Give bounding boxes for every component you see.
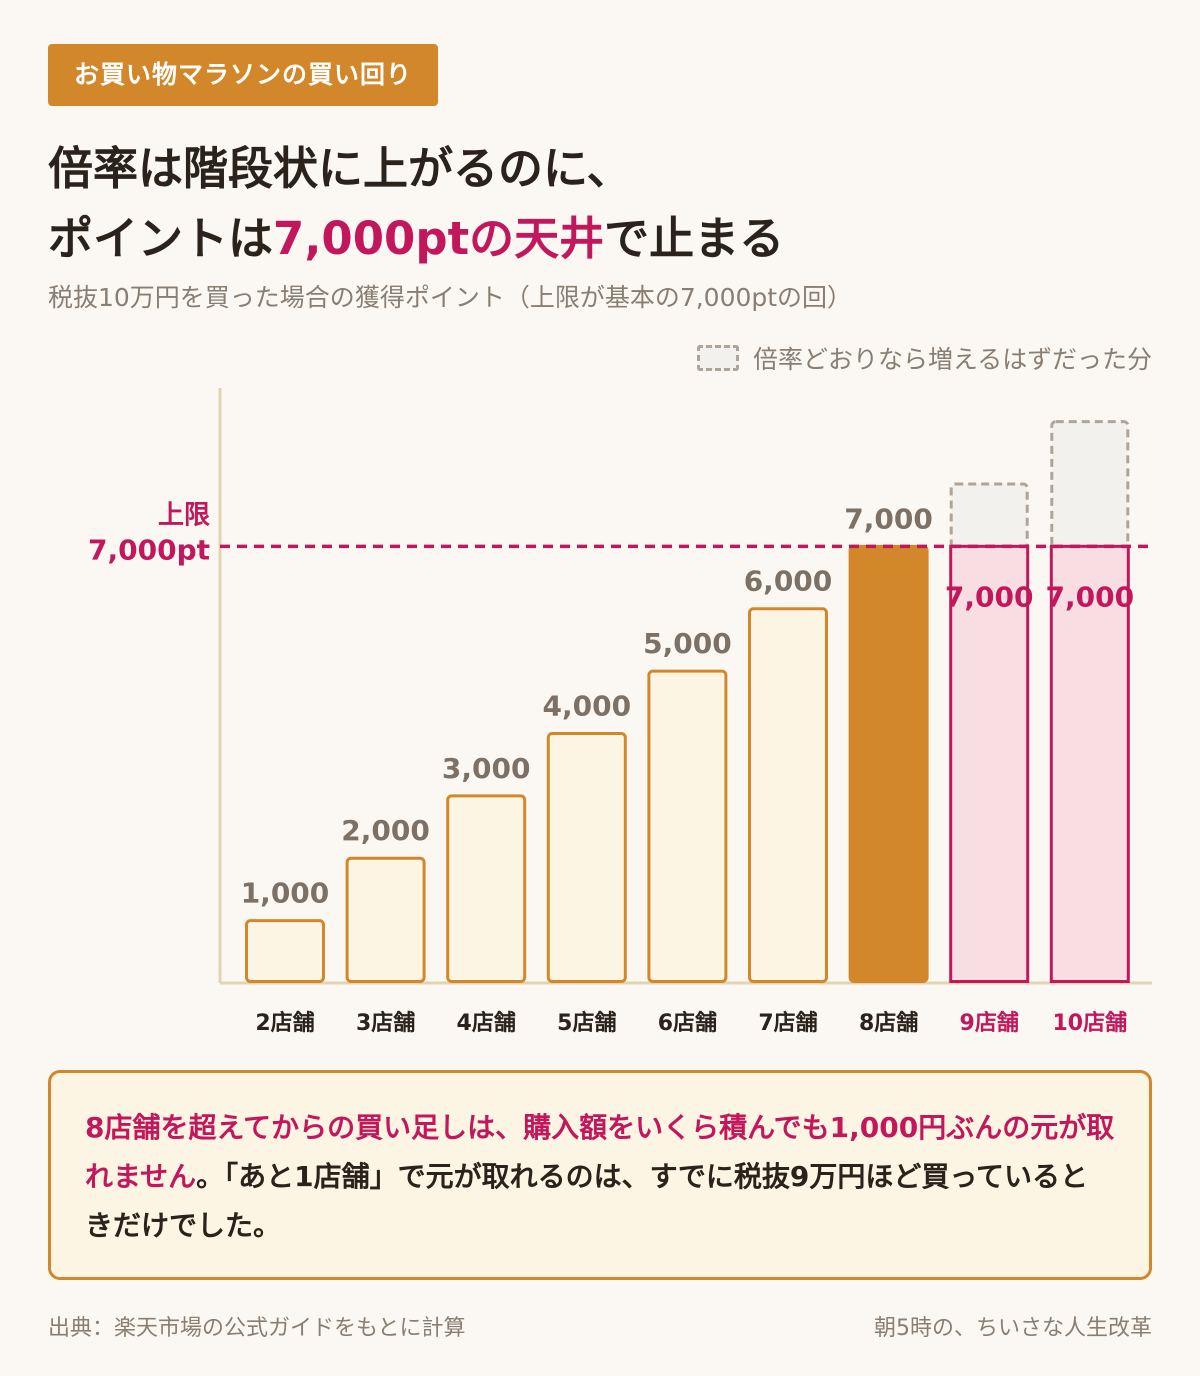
- bar-value-label-7: 7,000: [945, 580, 1034, 613]
- x-tick-label-3: 5店舗: [557, 1010, 616, 1036]
- credit: 朝5時の、ちいさな人生改革: [874, 1316, 1152, 1341]
- x-tick-label-6: 8店舗: [859, 1010, 918, 1036]
- bar-value-label-6: 7,000: [844, 502, 933, 535]
- x-tick-label-8: 10店舗: [1052, 1010, 1127, 1036]
- page-title: 倍率は階段状に上がるのに、 ポイントは7,000ptの天井で止まる: [48, 134, 1158, 274]
- summary-note: 8店舗を超えてからの買い足しは、購入額をいくら積んでも1,000円ぶんの元が取れ…: [48, 1070, 1152, 1280]
- bar-7: [949, 544, 1030, 983]
- x-tick-label-7: 9店舗: [960, 1010, 1019, 1036]
- title-line-2: ポイントは7,000ptの天井で止まる: [48, 204, 1158, 274]
- title-line-1: 倍率は階段状に上がるのに、: [48, 142, 632, 195]
- bar-2: [446, 794, 527, 983]
- bar-value-label-0: 1,000: [241, 877, 330, 910]
- x-tick-label-0: 2店舗: [255, 1010, 314, 1036]
- legend-dashed-swatch-icon: [696, 345, 739, 371]
- bar-value-label-5: 6,000: [744, 565, 833, 598]
- legend: 倍率どおりなら増えるはずだった分: [696, 340, 1152, 376]
- source-citation: 出典：楽天市場の公式ガイドをもとに計算: [48, 1316, 466, 1341]
- x-tick-label-4: 6店舗: [658, 1010, 717, 1036]
- legend-label: 倍率どおりなら増えるはずだった分: [752, 345, 1152, 374]
- title-highlight: 7,000ptの天井: [273, 212, 605, 265]
- x-tick-label-5: 7店舗: [758, 1010, 817, 1036]
- title-post: で止まる: [604, 212, 785, 265]
- bar-6: [848, 544, 929, 983]
- note-text: 。「あと1店舗」で元が取れるのは、すでに税抜9万円ほど買っているときだけでした。: [85, 1160, 1089, 1242]
- cap-label-line-2: 7,000pt: [88, 533, 210, 566]
- bar-value-label-3: 4,000: [543, 689, 632, 722]
- note-highlight: 8店舗を超えてからの買い足しは、購入額をいくら積んでも1,000円ぶんの元が取れ…: [85, 1111, 1115, 1193]
- bar-5: [748, 607, 828, 983]
- bar-ghost-8: [1050, 420, 1130, 550]
- x-tick-label-1: 3店舗: [356, 1010, 415, 1036]
- bar-4: [647, 669, 728, 983]
- bar-3: [546, 731, 627, 983]
- category-tag: お買い物マラソンの買い回り: [48, 44, 439, 106]
- bar-1: [345, 856, 426, 983]
- bar-value-label-4: 5,000: [643, 627, 732, 660]
- title-pre: ポイントは: [48, 212, 274, 265]
- x-tick-label-2: 4店舗: [457, 1010, 516, 1036]
- bar-value-label-8: 7,000: [1046, 580, 1135, 613]
- bar-value-label-1: 2,000: [341, 814, 430, 847]
- bar-0: [245, 919, 325, 983]
- cap-label-line-1: 上限: [158, 500, 210, 530]
- subtitle: 税抜10万円を買った場合の獲得ポイント（上限が基本の7,000ptの回）: [48, 283, 853, 312]
- bar-ghost-7: [949, 482, 1029, 550]
- points-bar-chart: 1,000 2店舗 2,000 3店舗 3,000 4店舗 4,000 5店舗 5,000 6店舗…: [88, 388, 1152, 1036]
- bar-value-label-2: 3,000: [442, 752, 531, 785]
